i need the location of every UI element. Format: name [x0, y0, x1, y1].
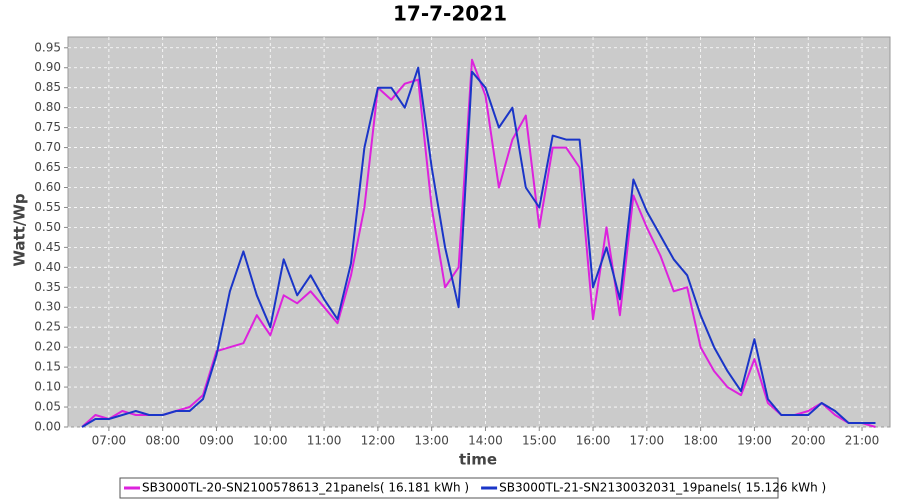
- y-tick-label: 0.95: [34, 40, 61, 54]
- series-line: [81, 58, 876, 428]
- x-tick-label: 20:00: [791, 434, 826, 448]
- x-tick-label: 11:00: [307, 434, 342, 448]
- y-tick-label: 0.60: [34, 180, 61, 194]
- y-tick-label: 0.50: [34, 220, 61, 234]
- y-tick-label: 0.45: [34, 240, 61, 254]
- y-tick-label: 0.20: [34, 340, 61, 354]
- legend: [119, 477, 779, 499]
- y-tick-label: 0.40: [34, 260, 61, 274]
- x-tick-label: 18:00: [683, 434, 718, 448]
- x-tick-label: 13:00: [414, 434, 449, 448]
- x-tick-label: 08:00: [145, 434, 180, 448]
- y-tick-label: 0.25: [34, 320, 61, 334]
- legend-label: SB3000TL-21-SN2130032031_19panels( 15.12…: [499, 481, 826, 495]
- y-tick-label: 0.80: [34, 100, 61, 114]
- x-tick-label: 16:00: [576, 434, 611, 448]
- y-tick-label: 0.90: [34, 60, 61, 74]
- x-tick-label: 15:00: [522, 434, 557, 448]
- x-tick-label: 12:00: [361, 434, 396, 448]
- y-tick-label: 0.75: [34, 120, 61, 134]
- y-axis-label: Watt/Wp: [11, 193, 29, 266]
- y-tick-label: 0.85: [34, 80, 61, 94]
- chart-title: 17-7-2021: [393, 2, 507, 26]
- x-tick-label: 17:00: [630, 434, 665, 448]
- plot-area: [67, 36, 891, 428]
- x-tick-label: 21:00: [845, 434, 880, 448]
- y-tick-label: 0.55: [34, 200, 61, 214]
- y-tick-label: 0.65: [34, 160, 61, 174]
- y-tick-label: 0.10: [34, 380, 61, 394]
- x-tick-label: 07:00: [92, 434, 127, 448]
- x-tick-label: 09:00: [199, 434, 234, 448]
- y-tick-label: 0.35: [34, 280, 61, 294]
- y-tick-label: 0.00: [34, 420, 61, 434]
- x-tick-label: 14:00: [468, 434, 503, 448]
- y-tick-label: 0.05: [34, 400, 61, 414]
- y-tick-label: 0.30: [34, 300, 61, 314]
- x-axis-label: time: [459, 451, 497, 469]
- y-tick-label: 0.15: [34, 360, 61, 374]
- x-tick-label: 19:00: [737, 434, 772, 448]
- y-tick-label: 0.70: [34, 140, 61, 154]
- legend-label: SB3000TL-20-SN2100578613_21panels( 16.18…: [142, 481, 469, 495]
- x-tick-label: 10:00: [253, 434, 288, 448]
- series-line: [81, 66, 876, 428]
